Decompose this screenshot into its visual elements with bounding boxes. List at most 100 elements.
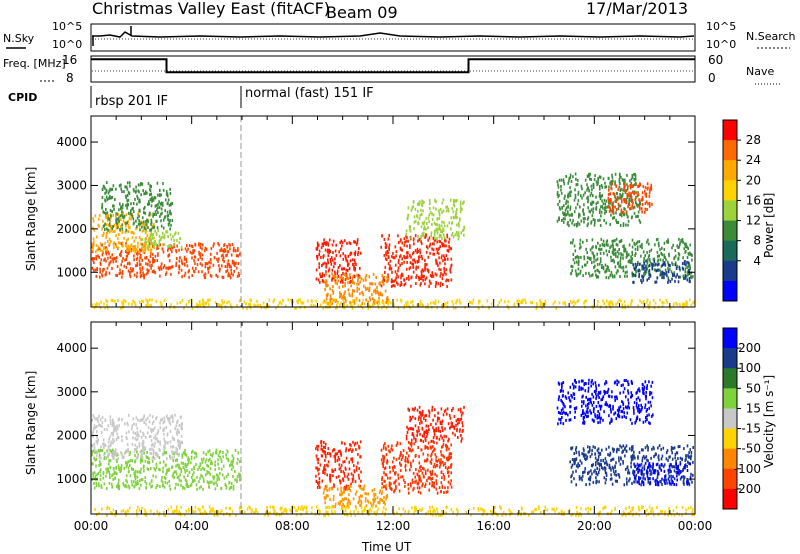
echo-cell [608, 209, 611, 213]
echo-cell [389, 476, 391, 480]
echo-cell [179, 466, 181, 470]
echo-cell [620, 253, 623, 257]
echo-cell [603, 392, 606, 396]
echo-cell [111, 187, 113, 191]
echo-cell [659, 298, 661, 302]
echo-cell [573, 198, 576, 202]
echo-cell [138, 263, 141, 267]
echo-cell [611, 202, 614, 206]
echo-cell [593, 254, 596, 258]
echo-cell [463, 405, 465, 409]
echo-cell [577, 190, 580, 194]
echo-cell [663, 253, 665, 257]
echo-cell [329, 287, 331, 291]
echo-cell [445, 205, 447, 209]
echo-cell [631, 173, 634, 177]
echo-cell [146, 456, 149, 460]
echo-cell [426, 479, 428, 483]
echo-cell [626, 212, 628, 216]
echo-cell [107, 223, 110, 227]
echo-cell [445, 254, 448, 257]
echo-cell [429, 202, 431, 206]
echo-cell [185, 483, 188, 487]
echo-cell [630, 259, 632, 263]
echo-cell [92, 434, 94, 438]
echo-cell [180, 415, 182, 419]
echo-cell [416, 214, 418, 218]
echo-cell [644, 210, 646, 214]
echo-cell [120, 183, 122, 187]
echo-cell [438, 213, 441, 217]
echo-cell [429, 476, 431, 480]
echo-cell [256, 299, 258, 303]
echo-cell [442, 233, 445, 237]
echo-cell [95, 454, 98, 458]
echo-cell [631, 175, 634, 179]
echo-cell [201, 247, 203, 251]
echo-cell [376, 301, 379, 305]
echo-cell [426, 458, 429, 462]
echo-cell [199, 262, 202, 266]
echo-cell [423, 432, 425, 436]
echo-cell [229, 303, 232, 307]
echo-cell [359, 266, 361, 270]
echo-cell [115, 259, 117, 263]
echo-cell [131, 483, 133, 487]
echo-cell [148, 269, 150, 273]
echo-cell [608, 300, 611, 304]
echo-cell [692, 300, 695, 304]
echo-cell [215, 481, 217, 485]
echo-cell [128, 247, 130, 251]
echo-cell [439, 281, 442, 285]
echo-cell [198, 480, 200, 484]
echo-cell [567, 212, 569, 216]
echo-cell [658, 244, 660, 248]
echo-cell [212, 452, 214, 456]
echo-cell [654, 301, 657, 305]
echo-cell [416, 472, 418, 476]
echo-cell [386, 461, 388, 465]
echo-cell [422, 209, 424, 213]
echo-cell [656, 276, 659, 280]
echo-cell [193, 471, 195, 475]
echo-cell [146, 268, 148, 272]
echo-cell [626, 270, 628, 274]
echo-cell [447, 458, 449, 462]
echo-cell [323, 299, 326, 303]
echo-cell [450, 263, 453, 267]
echo-cell [646, 384, 648, 388]
echo-cell [452, 407, 454, 410]
echo-cell [324, 497, 326, 501]
echo-cell [318, 253, 320, 256]
echo-cell [571, 221, 573, 225]
echo-cell [224, 249, 227, 253]
echo-cell [646, 258, 649, 262]
echo-cell [150, 485, 152, 489]
echo-cell [417, 265, 419, 269]
echo-cell [314, 304, 317, 308]
echo-cell [335, 298, 338, 302]
echo-cell [108, 237, 111, 241]
echo-cell [599, 194, 601, 198]
echo-cell [93, 456, 95, 460]
echo-cell [113, 223, 116, 227]
echo-cell [404, 484, 406, 488]
echo-cell [460, 434, 462, 437]
echo-cell [178, 271, 180, 275]
echo-cell [155, 416, 158, 420]
echo-cell [631, 250, 633, 254]
echo-cell [611, 250, 614, 254]
echo-cell [427, 269, 430, 273]
echo-cell [164, 443, 166, 447]
echo-cell [635, 265, 637, 269]
echo-cell [361, 302, 364, 305]
echo-cell [315, 474, 317, 478]
echo-cell [690, 303, 693, 307]
echo-cell [561, 206, 563, 210]
echo-cell [569, 186, 571, 190]
echo-cell [121, 241, 124, 245]
echo-cell [174, 232, 176, 236]
echo-cell [111, 195, 113, 199]
echo-cell [368, 286, 371, 290]
echo-cell [168, 484, 171, 488]
